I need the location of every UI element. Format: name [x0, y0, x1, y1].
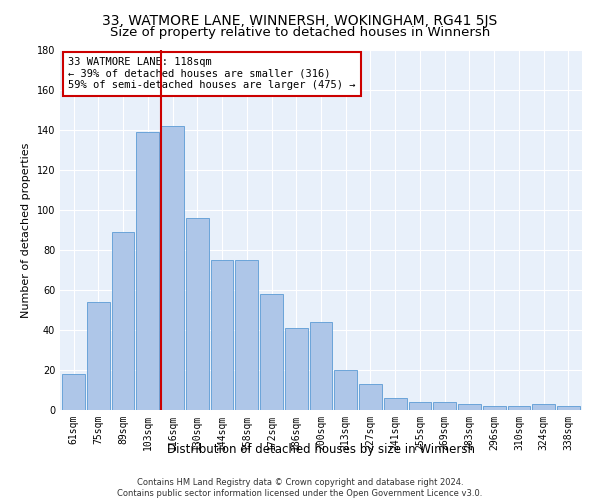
Bar: [433, 402, 456, 410]
Bar: [186, 218, 209, 410]
Text: 33 WATMORE LANE: 118sqm
← 39% of detached houses are smaller (316)
59% of semi-d: 33 WATMORE LANE: 118sqm ← 39% of detache…: [68, 57, 355, 90]
Bar: [235, 260, 258, 410]
Bar: [260, 294, 283, 410]
Text: Distribution of detached houses by size in Winnersh: Distribution of detached houses by size …: [167, 442, 475, 456]
Text: Size of property relative to detached houses in Winnersh: Size of property relative to detached ho…: [110, 26, 490, 39]
Bar: [161, 126, 184, 410]
Bar: [334, 370, 357, 410]
Bar: [62, 374, 85, 410]
Bar: [532, 404, 555, 410]
Bar: [409, 402, 431, 410]
Bar: [285, 328, 308, 410]
Bar: [384, 398, 407, 410]
Bar: [310, 322, 332, 410]
Bar: [483, 406, 506, 410]
Bar: [359, 384, 382, 410]
Bar: [112, 232, 134, 410]
Bar: [458, 404, 481, 410]
Bar: [557, 406, 580, 410]
Bar: [136, 132, 159, 410]
Bar: [508, 406, 530, 410]
Bar: [211, 260, 233, 410]
Y-axis label: Number of detached properties: Number of detached properties: [21, 142, 31, 318]
Bar: [87, 302, 110, 410]
Text: 33, WATMORE LANE, WINNERSH, WOKINGHAM, RG41 5JS: 33, WATMORE LANE, WINNERSH, WOKINGHAM, R…: [103, 14, 497, 28]
Text: Contains HM Land Registry data © Crown copyright and database right 2024.
Contai: Contains HM Land Registry data © Crown c…: [118, 478, 482, 498]
